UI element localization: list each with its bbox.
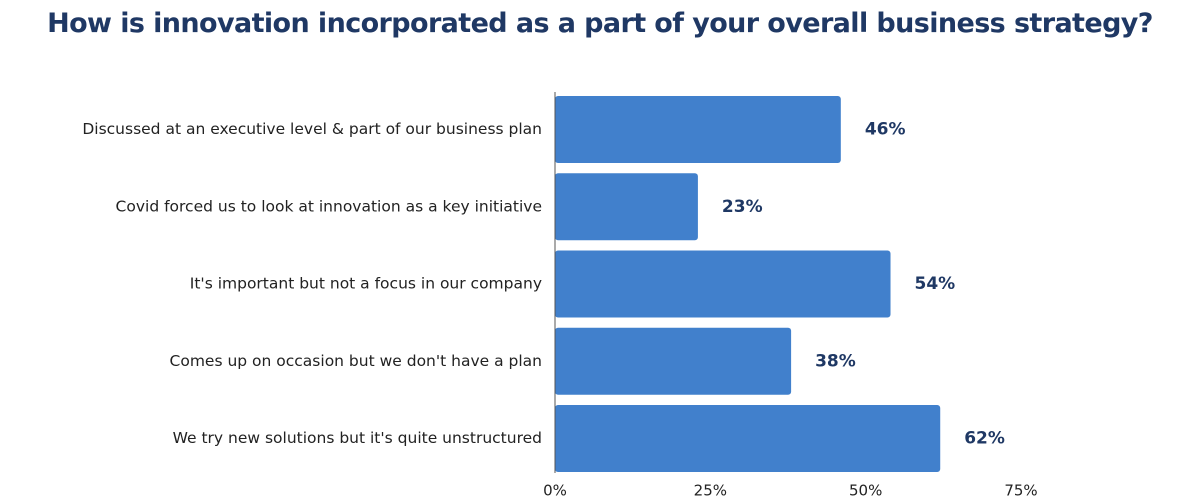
category-label-4: Comes up on occasion but we don't have a… <box>170 352 542 370</box>
category-label-5: We try new solutions but it's quite unst… <box>173 429 542 447</box>
value-label-5: 62% <box>964 429 1005 449</box>
chart-title: How is innovation incorporated as a part… <box>47 8 1153 39</box>
ticks-layer: 0% 25% 50% 75% <box>543 482 1038 500</box>
category-label-1: Discussed at an executive level & part o… <box>82 120 542 138</box>
x-tick-label-2: 25% <box>694 482 727 500</box>
x-tick-label-4: 75% <box>1004 482 1037 500</box>
bar-2 <box>555 173 698 241</box>
x-tick-label-3: 50% <box>849 482 882 500</box>
value-label-2: 23% <box>722 197 763 217</box>
value-label-1: 46% <box>865 120 906 140</box>
bar-1 <box>555 96 841 163</box>
category-label-3: It's important but not a focus in our co… <box>190 275 542 293</box>
bar-3 <box>555 250 891 318</box>
bars-layer <box>555 96 941 472</box>
value-label-3: 54% <box>915 274 956 294</box>
category-label-2: Covid forced us to look at innovation as… <box>116 197 542 215</box>
labels-layer: Discussed at an executive level & part o… <box>82 120 1005 449</box>
bar-4 <box>555 327 792 395</box>
value-label-4: 38% <box>815 351 856 371</box>
bar-5 <box>555 405 941 472</box>
x-tick-label-1: 0% <box>543 482 567 500</box>
